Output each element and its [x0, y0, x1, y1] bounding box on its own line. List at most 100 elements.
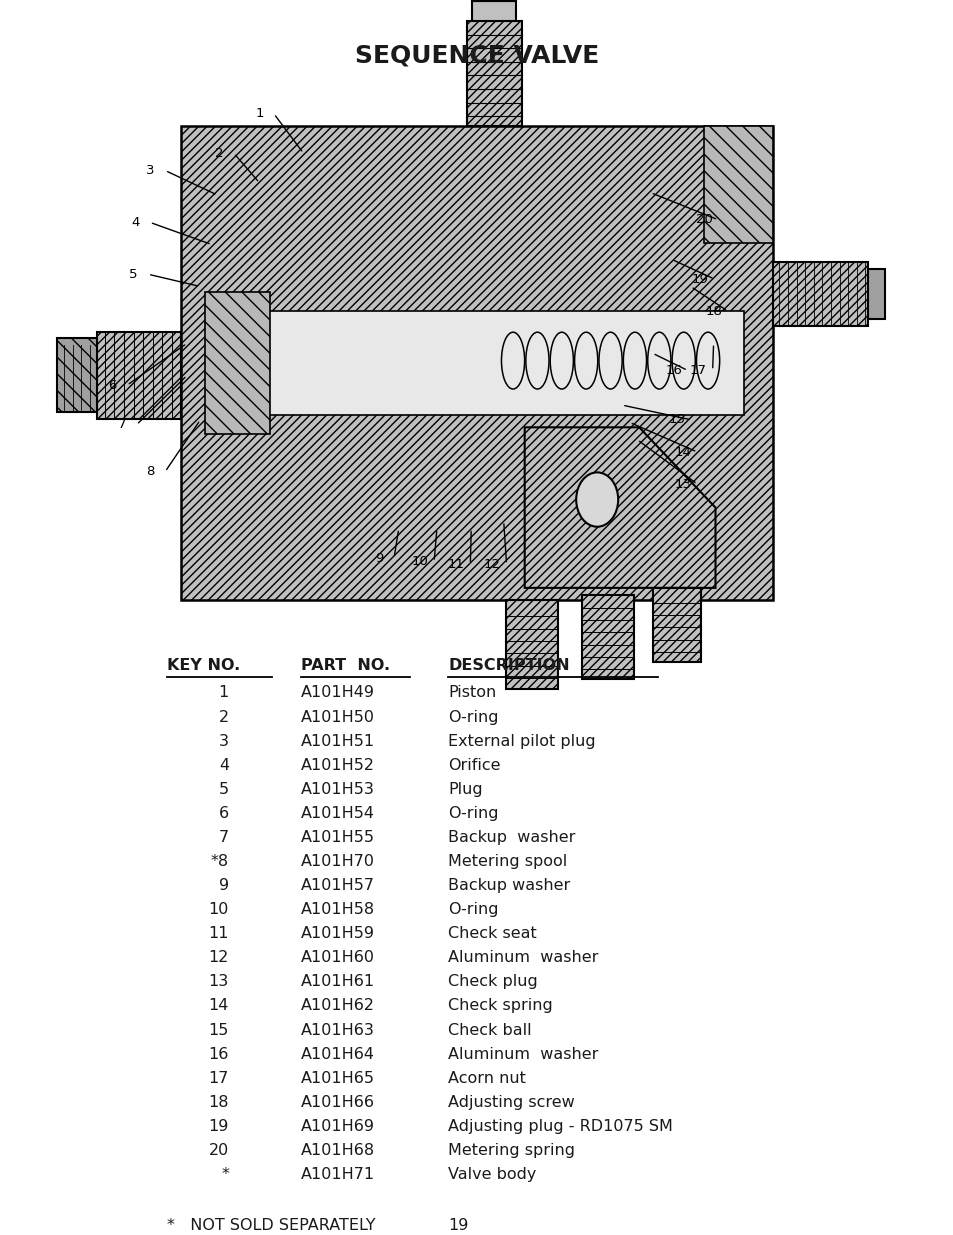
Text: 16: 16 — [664, 364, 681, 377]
Text: 3: 3 — [147, 164, 154, 177]
Text: 18: 18 — [704, 305, 721, 317]
Text: Check seat: Check seat — [448, 926, 537, 941]
Text: *   NOT SOLD SEPARATELY: * NOT SOLD SEPARATELY — [167, 1218, 375, 1234]
FancyBboxPatch shape — [181, 126, 772, 600]
Text: Orifice: Orifice — [448, 758, 500, 773]
Text: 5: 5 — [218, 782, 229, 797]
Text: 9: 9 — [375, 552, 383, 564]
Text: A101H51: A101H51 — [300, 734, 375, 748]
Text: A101H68: A101H68 — [300, 1144, 375, 1158]
Text: A101H69: A101H69 — [300, 1119, 375, 1134]
Text: 6: 6 — [109, 379, 116, 391]
Text: Adjusting plug - RD1075 SM: Adjusting plug - RD1075 SM — [448, 1119, 673, 1134]
Text: A101H71: A101H71 — [300, 1167, 375, 1182]
Text: 7: 7 — [118, 419, 126, 431]
Bar — [653, 588, 700, 662]
Text: SEQUENCE VALVE: SEQUENCE VALVE — [355, 43, 598, 68]
Text: External pilot plug: External pilot plug — [448, 734, 596, 748]
Text: 19: 19 — [209, 1119, 229, 1134]
Bar — [210, 311, 743, 415]
Text: 10: 10 — [209, 902, 229, 918]
Text: Metering spool: Metering spool — [448, 855, 567, 869]
Text: 7: 7 — [218, 830, 229, 845]
Text: A101H63: A101H63 — [300, 1023, 374, 1037]
Text: 16: 16 — [209, 1046, 229, 1062]
Polygon shape — [524, 427, 715, 588]
Text: Plug: Plug — [448, 782, 482, 797]
Text: Valve body: Valve body — [448, 1167, 537, 1182]
Text: Backup washer: Backup washer — [448, 878, 570, 893]
Text: 20: 20 — [695, 214, 712, 226]
Text: A101H49: A101H49 — [300, 685, 375, 700]
Text: 12: 12 — [483, 558, 500, 571]
Text: A101H64: A101H64 — [300, 1046, 375, 1062]
Text: 1: 1 — [255, 107, 263, 120]
Text: 4: 4 — [132, 216, 139, 228]
Text: 18: 18 — [209, 1095, 229, 1110]
Bar — [466, 21, 521, 126]
Text: 11: 11 — [447, 558, 464, 571]
Text: A101H57: A101H57 — [300, 878, 375, 893]
Text: 15: 15 — [209, 1023, 229, 1037]
Text: A101H70: A101H70 — [300, 855, 375, 869]
Bar — [205, 293, 270, 435]
Text: 17: 17 — [689, 364, 706, 377]
Text: A101H53: A101H53 — [300, 782, 374, 797]
Text: Metering spring: Metering spring — [448, 1144, 575, 1158]
Text: A101H60: A101H60 — [300, 951, 375, 966]
Bar — [867, 269, 884, 319]
Text: A101H59: A101H59 — [300, 926, 375, 941]
Text: 2: 2 — [218, 709, 229, 725]
Bar — [772, 262, 867, 326]
Text: 4: 4 — [218, 758, 229, 773]
Text: 13: 13 — [674, 478, 691, 490]
Text: A101H54: A101H54 — [300, 805, 375, 821]
Text: Acorn nut: Acorn nut — [448, 1071, 526, 1086]
Text: O-ring: O-ring — [448, 902, 498, 918]
Text: 10: 10 — [411, 556, 428, 568]
Text: 9: 9 — [218, 878, 229, 893]
Text: 14: 14 — [674, 446, 691, 458]
Text: *8: *8 — [211, 855, 229, 869]
Text: *: * — [221, 1167, 229, 1182]
Text: 11: 11 — [209, 926, 229, 941]
Bar — [57, 338, 97, 412]
Text: A101H50: A101H50 — [300, 709, 375, 725]
Text: KEY NO.: KEY NO. — [167, 658, 240, 673]
Text: 20: 20 — [209, 1144, 229, 1158]
Text: A101H62: A101H62 — [300, 998, 375, 1014]
Bar — [97, 332, 181, 419]
Text: Check spring: Check spring — [448, 998, 553, 1014]
Text: 19: 19 — [691, 273, 708, 285]
Text: PART  NO.: PART NO. — [300, 658, 389, 673]
Text: Aluminum  washer: Aluminum washer — [448, 951, 598, 966]
Text: A101H61: A101H61 — [300, 974, 375, 989]
Text: O-ring: O-ring — [448, 709, 498, 725]
Text: Piston: Piston — [448, 685, 497, 700]
Text: Check ball: Check ball — [448, 1023, 532, 1037]
Text: 3: 3 — [219, 734, 229, 748]
Text: DESCRIPTION: DESCRIPTION — [448, 658, 569, 673]
Bar — [581, 595, 634, 679]
Text: 17: 17 — [209, 1071, 229, 1086]
Text: A101H52: A101H52 — [300, 758, 375, 773]
Text: 1: 1 — [218, 685, 229, 700]
Text: 13: 13 — [209, 974, 229, 989]
Text: 8: 8 — [147, 466, 154, 478]
Text: A101H55: A101H55 — [300, 830, 375, 845]
Text: 15: 15 — [668, 414, 685, 426]
Text: 14: 14 — [209, 998, 229, 1014]
Bar — [505, 600, 558, 689]
Text: A101H65: A101H65 — [300, 1071, 375, 1086]
Text: 12: 12 — [209, 951, 229, 966]
Text: Aluminum  washer: Aluminum washer — [448, 1046, 598, 1062]
Text: Adjusting screw: Adjusting screw — [448, 1095, 575, 1110]
Text: 6: 6 — [218, 805, 229, 821]
Text: Check plug: Check plug — [448, 974, 537, 989]
Text: A101H66: A101H66 — [300, 1095, 375, 1110]
Text: 5: 5 — [130, 268, 137, 280]
Text: 19: 19 — [448, 1218, 468, 1234]
Circle shape — [576, 473, 618, 526]
Text: 2: 2 — [215, 147, 223, 159]
Bar — [703, 126, 772, 243]
